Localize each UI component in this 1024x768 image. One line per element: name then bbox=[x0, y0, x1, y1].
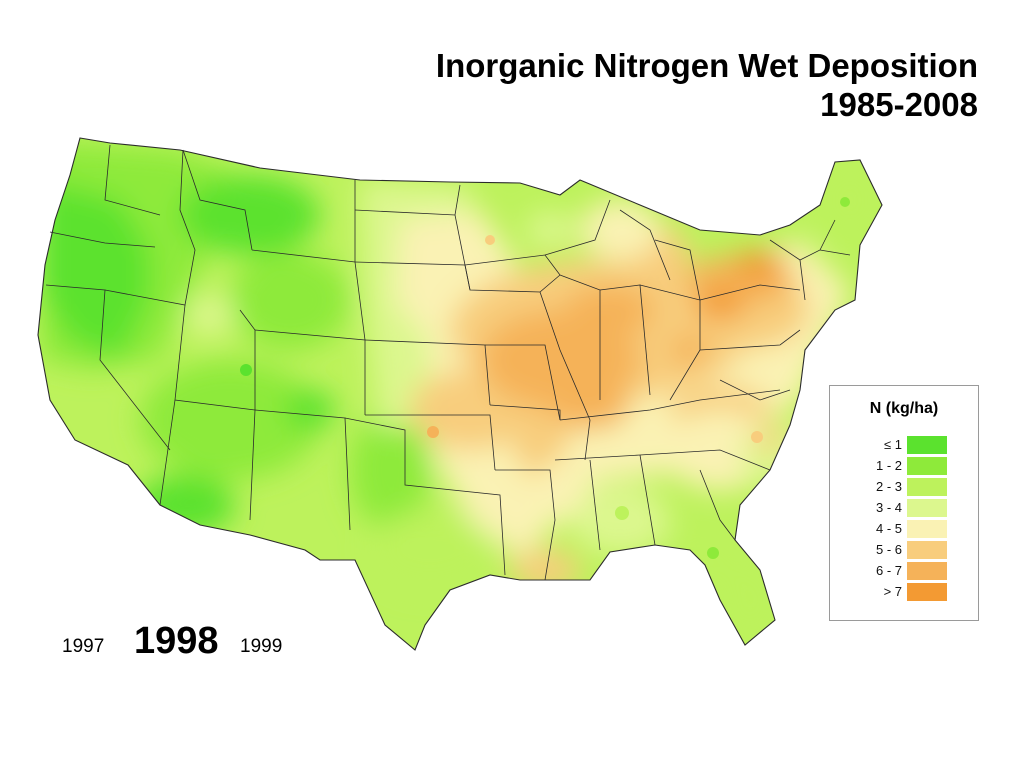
previous-year[interactable]: 1997 bbox=[62, 636, 105, 657]
legend-label: 5 - 6 bbox=[875, 542, 902, 557]
legend-row: 6 - 7 bbox=[830, 561, 980, 581]
legend-label: 4 - 5 bbox=[875, 521, 902, 536]
legend-row: > 7 bbox=[830, 582, 980, 602]
next-year[interactable]: 1999 bbox=[240, 636, 283, 657]
legend-row: 2 - 3 bbox=[830, 477, 980, 497]
legend-label: > 7 bbox=[883, 584, 902, 599]
legend-swatch bbox=[907, 436, 947, 454]
legend-title: N (kg/ha) bbox=[869, 400, 939, 417]
legend-row: 4 - 5 bbox=[830, 519, 980, 539]
deposition-fill bbox=[38, 138, 882, 650]
legend-row: ≤ 1 bbox=[830, 435, 980, 455]
title-line-2: 1985-2008 bbox=[820, 86, 978, 123]
legend-swatch bbox=[907, 499, 947, 517]
legend: N (kg/ha) ≤ 1 1 - 2 2 - 3 3 - 4 4 - 5 5 - 6 6 … bbox=[829, 385, 979, 621]
legend-swatch bbox=[907, 541, 947, 559]
legend-swatch bbox=[907, 562, 947, 580]
state-borders bbox=[37, 137, 883, 651]
legend-row: 3 - 4 bbox=[830, 498, 980, 518]
legend-label: 1 - 2 bbox=[875, 458, 902, 473]
map-title: Inorganic Nitrogen Wet Deposition 1985-2… bbox=[436, 46, 978, 124]
legend-swatch bbox=[907, 520, 947, 538]
title-line-1: Inorganic Nitrogen Wet Deposition bbox=[435, 47, 978, 84]
legend-label: 3 - 4 bbox=[875, 500, 902, 515]
legend-swatch bbox=[907, 478, 947, 496]
current-year: 1998 bbox=[134, 620, 219, 662]
legend-label: 6 - 7 bbox=[875, 563, 902, 578]
legend-row: 5 - 6 bbox=[830, 540, 980, 560]
legend-row: 1 - 2 bbox=[830, 456, 980, 476]
legend-swatch bbox=[907, 583, 947, 601]
legend-swatch bbox=[907, 457, 947, 475]
legend-label: 2 - 3 bbox=[875, 479, 902, 494]
legend-label: ≤ 1 bbox=[884, 437, 902, 452]
us-deposition-map bbox=[36, 126, 886, 656]
